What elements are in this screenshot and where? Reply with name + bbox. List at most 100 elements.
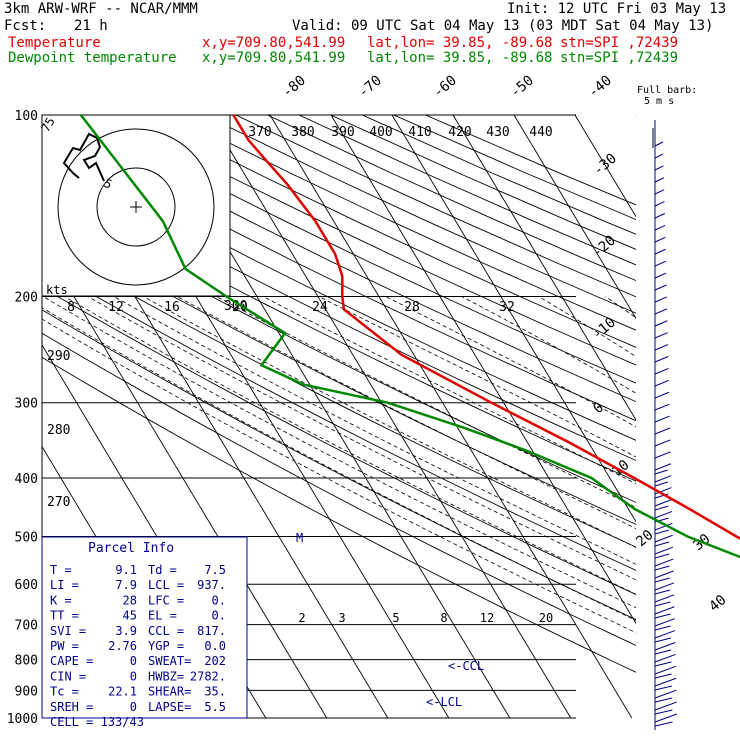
- adiabat-label: 280: [47, 423, 70, 438]
- wind-barb: [654, 689, 677, 699]
- wind-barb: [654, 510, 673, 519]
- wind-barb: [654, 427, 671, 435]
- temperature-latlon: lat,lon= 39.85, -89.68: [367, 35, 553, 51]
- speed-scale-label: 8: [67, 300, 75, 315]
- isotherm-label: 20: [633, 527, 656, 550]
- wind-barb: [654, 224, 666, 231]
- dry-adiabat: [330, 115, 636, 250]
- dry-adiabat: [42, 147, 636, 441]
- pressure-tick-label: 500: [15, 530, 38, 545]
- isotherm-line: [697, 115, 740, 731]
- wind-barb: [654, 601, 671, 607]
- moist-adiabat: [318, 296, 636, 458]
- mixing-ratio-label: 12: [480, 611, 494, 625]
- wind-barb: [654, 582, 674, 591]
- parcel-value: 0.0: [204, 639, 226, 653]
- wind-barb: [654, 625, 671, 631]
- dry-adiabat: [42, 265, 636, 571]
- parcel-key: YGP =: [148, 639, 184, 653]
- wind-barb: [654, 153, 664, 159]
- theta-label: 400: [369, 125, 392, 140]
- isotherm-label: 0: [590, 399, 607, 417]
- pressure-tick-label: 900: [15, 684, 38, 699]
- parcel-value: 7.5: [204, 563, 226, 577]
- isotherm-line: [269, 115, 633, 718]
- parcel-value: 45: [123, 609, 137, 623]
- wind-barb: [654, 630, 676, 639]
- isotherm-label: -40: [585, 73, 615, 102]
- isotherm-label: 40: [706, 592, 729, 615]
- hodograph-unit: kts: [46, 283, 68, 297]
- moist-adiabat: [660, 297, 740, 731]
- wind-barb: [654, 308, 668, 315]
- adiabat-label: 300: [224, 299, 247, 314]
- wind-barb: [654, 487, 672, 495]
- wind-barb: [654, 505, 669, 511]
- speed-scale-label: 16: [164, 300, 180, 315]
- isotherm-label: -50: [507, 73, 537, 102]
- m-marker: M: [296, 531, 303, 545]
- wind-barb: [654, 236, 666, 243]
- parcel-key: PW =: [50, 639, 79, 653]
- speed-scale-label: 32: [499, 300, 515, 315]
- dewpoint-profile: [79, 114, 740, 559]
- isotherm-label: -20: [589, 233, 619, 262]
- dry-adiabat: [42, 309, 636, 621]
- dry-adiabat: [42, 184, 636, 482]
- wind-barb: [654, 320, 668, 327]
- init-time: Init: 12 UTC Fri 03 May 13: [507, 1, 727, 17]
- wind-barb: [654, 248, 666, 255]
- parcel-key: CELL = 133/43: [50, 715, 144, 729]
- dry-adiabat: [235, 115, 636, 298]
- pressure-tick-label: 600: [15, 578, 38, 593]
- isotherm-line: [635, 115, 636, 116]
- wind-barb: [654, 284, 667, 291]
- dry-adiabat: [204, 115, 636, 314]
- moist-adiabat: [262, 296, 636, 485]
- wind-barb: [654, 451, 671, 459]
- parcel-value: 937.: [197, 578, 226, 592]
- parcel-value: 3.9: [115, 624, 137, 638]
- pressure-tick-label: 300: [15, 397, 38, 412]
- wind-barb: [654, 391, 670, 399]
- wind-barb: [654, 594, 675, 603]
- parcel-key: HWBZ=: [148, 669, 184, 683]
- wind-barb: [654, 661, 672, 667]
- forecast-hour: 21 h: [74, 18, 108, 34]
- parcel-key: Tc =: [50, 685, 79, 699]
- wind-barb: [654, 165, 664, 171]
- wind-barb: [654, 577, 670, 583]
- parcel-value: 2.76: [108, 639, 137, 653]
- parcel-key: SHEAR=: [148, 685, 191, 699]
- lcl-marker: <-LCL: [426, 695, 462, 709]
- parcel-value: 2782.: [190, 669, 226, 683]
- wind-barb: [654, 606, 675, 615]
- hodograph-ring: [96, 167, 176, 247]
- wind-barb: [654, 721, 673, 727]
- legend-temperature: Temperature: [8, 35, 101, 51]
- isotherm-label: -10: [589, 315, 619, 344]
- parcel-value: 817.: [197, 624, 226, 638]
- theta-label: 410: [408, 125, 431, 140]
- moist-adiabat: [538, 296, 636, 358]
- wind-barb: [654, 677, 677, 687]
- moist-adiabat: [143, 296, 636, 548]
- wind-barb: [654, 403, 670, 411]
- wind-barb: [654, 344, 669, 351]
- isotherm-line: [452, 115, 636, 421]
- dry-adiabat: [42, 286, 636, 596]
- barb-legend-line1: Full barb:: [637, 85, 697, 96]
- wind-barb: [654, 665, 677, 675]
- adiabat-label: 270: [47, 495, 70, 510]
- wind-barb: [654, 356, 669, 363]
- moist-adiabat: [42, 296, 636, 609]
- moist-adiabat: [42, 318, 636, 634]
- dry-adiabat: [77, 115, 636, 384]
- isotherm-label: -80: [279, 73, 309, 102]
- parcel-key: SREH =: [50, 700, 93, 714]
- parcel-key: LFC =: [148, 593, 184, 607]
- parcel-key: LCL =: [148, 578, 184, 592]
- parcel-key: LAPSE=: [148, 700, 191, 714]
- grid-group: [42, 115, 740, 731]
